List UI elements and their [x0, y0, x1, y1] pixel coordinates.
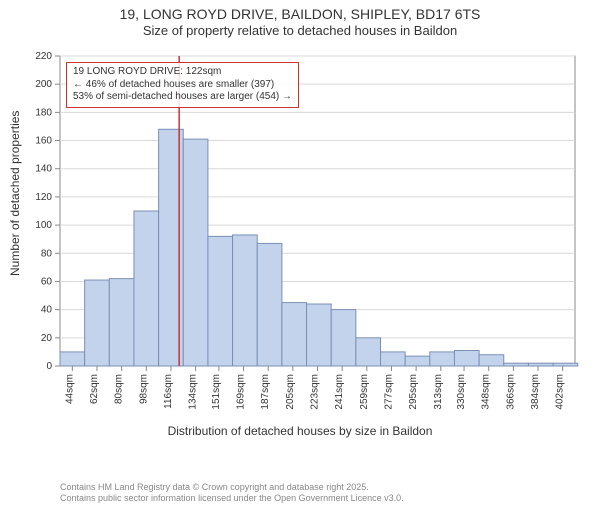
x-tick-label: 348sqm [481, 374, 492, 410]
chart-stage: Number of detached properties 0 20 40 60 80 1… [0, 46, 600, 466]
y-tick-label: 0 [46, 361, 52, 372]
x-tick-label: 402sqm [555, 374, 566, 410]
y-tick-label: 80 [41, 248, 53, 259]
x-tick-label: 259sqm [359, 374, 370, 410]
y-tick-label: 60 [41, 276, 53, 287]
histogram-bar [233, 235, 258, 366]
chart-title-line2: Size of property relative to detached ho… [0, 23, 600, 38]
footer-line1: Contains HM Land Registry data © Crown c… [60, 482, 404, 493]
footer-line2: Contains public sector information licen… [60, 493, 404, 504]
y-tick-label: 220 [35, 51, 52, 62]
x-tick-label: 98sqm [138, 374, 149, 404]
x-tick-label: 313sqm [433, 374, 444, 410]
histogram-bar [331, 310, 356, 366]
x-tick-label: 116sqm [163, 374, 174, 409]
histogram-bar [454, 351, 479, 367]
x-tick-label: 241sqm [334, 374, 345, 410]
histogram-bar [356, 338, 381, 366]
histogram-bar [381, 352, 406, 366]
x-tick-label: 80sqm [114, 374, 125, 404]
y-tick-label: 120 [35, 192, 52, 203]
chart-title-line1: 19, LONG ROYD DRIVE, BAILDON, SHIPLEY, B… [0, 6, 600, 22]
x-tick-label: 384sqm [530, 374, 541, 410]
x-tick-label: 134sqm [188, 374, 199, 410]
y-tick-label: 160 [35, 136, 52, 147]
x-tick-label: 169sqm [236, 374, 247, 410]
histogram-bar [183, 139, 208, 366]
info-line-larger: 53% of semi-detached houses are larger (… [73, 91, 292, 104]
histogram-bar [60, 352, 85, 366]
histogram-bar [430, 352, 455, 366]
histogram-bar [504, 363, 529, 366]
x-tick-label: 187sqm [260, 374, 271, 410]
histogram-bar [553, 363, 578, 366]
y-tick-label: 140 [35, 164, 52, 175]
y-tick-label: 180 [35, 107, 52, 118]
histogram-bar [134, 211, 159, 366]
y-tick-label: 200 [35, 79, 52, 90]
histogram-bar [109, 279, 134, 366]
y-tick-label: 40 [41, 305, 53, 316]
x-tick-label: 205sqm [285, 374, 296, 410]
x-tick-label: 223sqm [310, 374, 321, 410]
histogram-bar [479, 355, 504, 366]
y-tick-label: 20 [41, 333, 53, 344]
y-tick-label: 100 [35, 220, 52, 231]
histogram-bar [528, 363, 553, 366]
y-axis-label: Number of detached properties [8, 111, 22, 276]
x-tick-label: 366sqm [505, 374, 516, 410]
histogram-chart: 0 20 40 60 80 100 120 140 160 180 200 220 44sqm 62sqm… [0, 46, 600, 466]
attribution-footer: Contains HM Land Registry data © Crown c… [60, 482, 404, 504]
x-axis-label: Distribution of detached houses by size … [0, 424, 600, 438]
x-tick-label: 277sqm [383, 374, 394, 410]
histogram-bar [282, 303, 307, 366]
histogram-bar [405, 356, 430, 366]
histogram-bar [307, 304, 332, 366]
histogram-bar [257, 243, 282, 366]
x-tick-label: 62sqm [89, 374, 100, 404]
x-tick-label: 295sqm [408, 374, 419, 410]
info-line-size: 19 LONG ROYD DRIVE: 122sqm [73, 66, 292, 79]
histogram-bar [208, 236, 233, 366]
property-info-box: 19 LONG ROYD DRIVE: 122sqm ← 46% of deta… [66, 62, 299, 108]
info-line-smaller: ← 46% of detached houses are smaller (39… [73, 79, 292, 92]
x-tick-label: 44sqm [64, 374, 75, 404]
x-tick-label: 330sqm [456, 374, 467, 410]
x-tick-label: 151sqm [211, 374, 222, 410]
histogram-bar [85, 280, 110, 366]
